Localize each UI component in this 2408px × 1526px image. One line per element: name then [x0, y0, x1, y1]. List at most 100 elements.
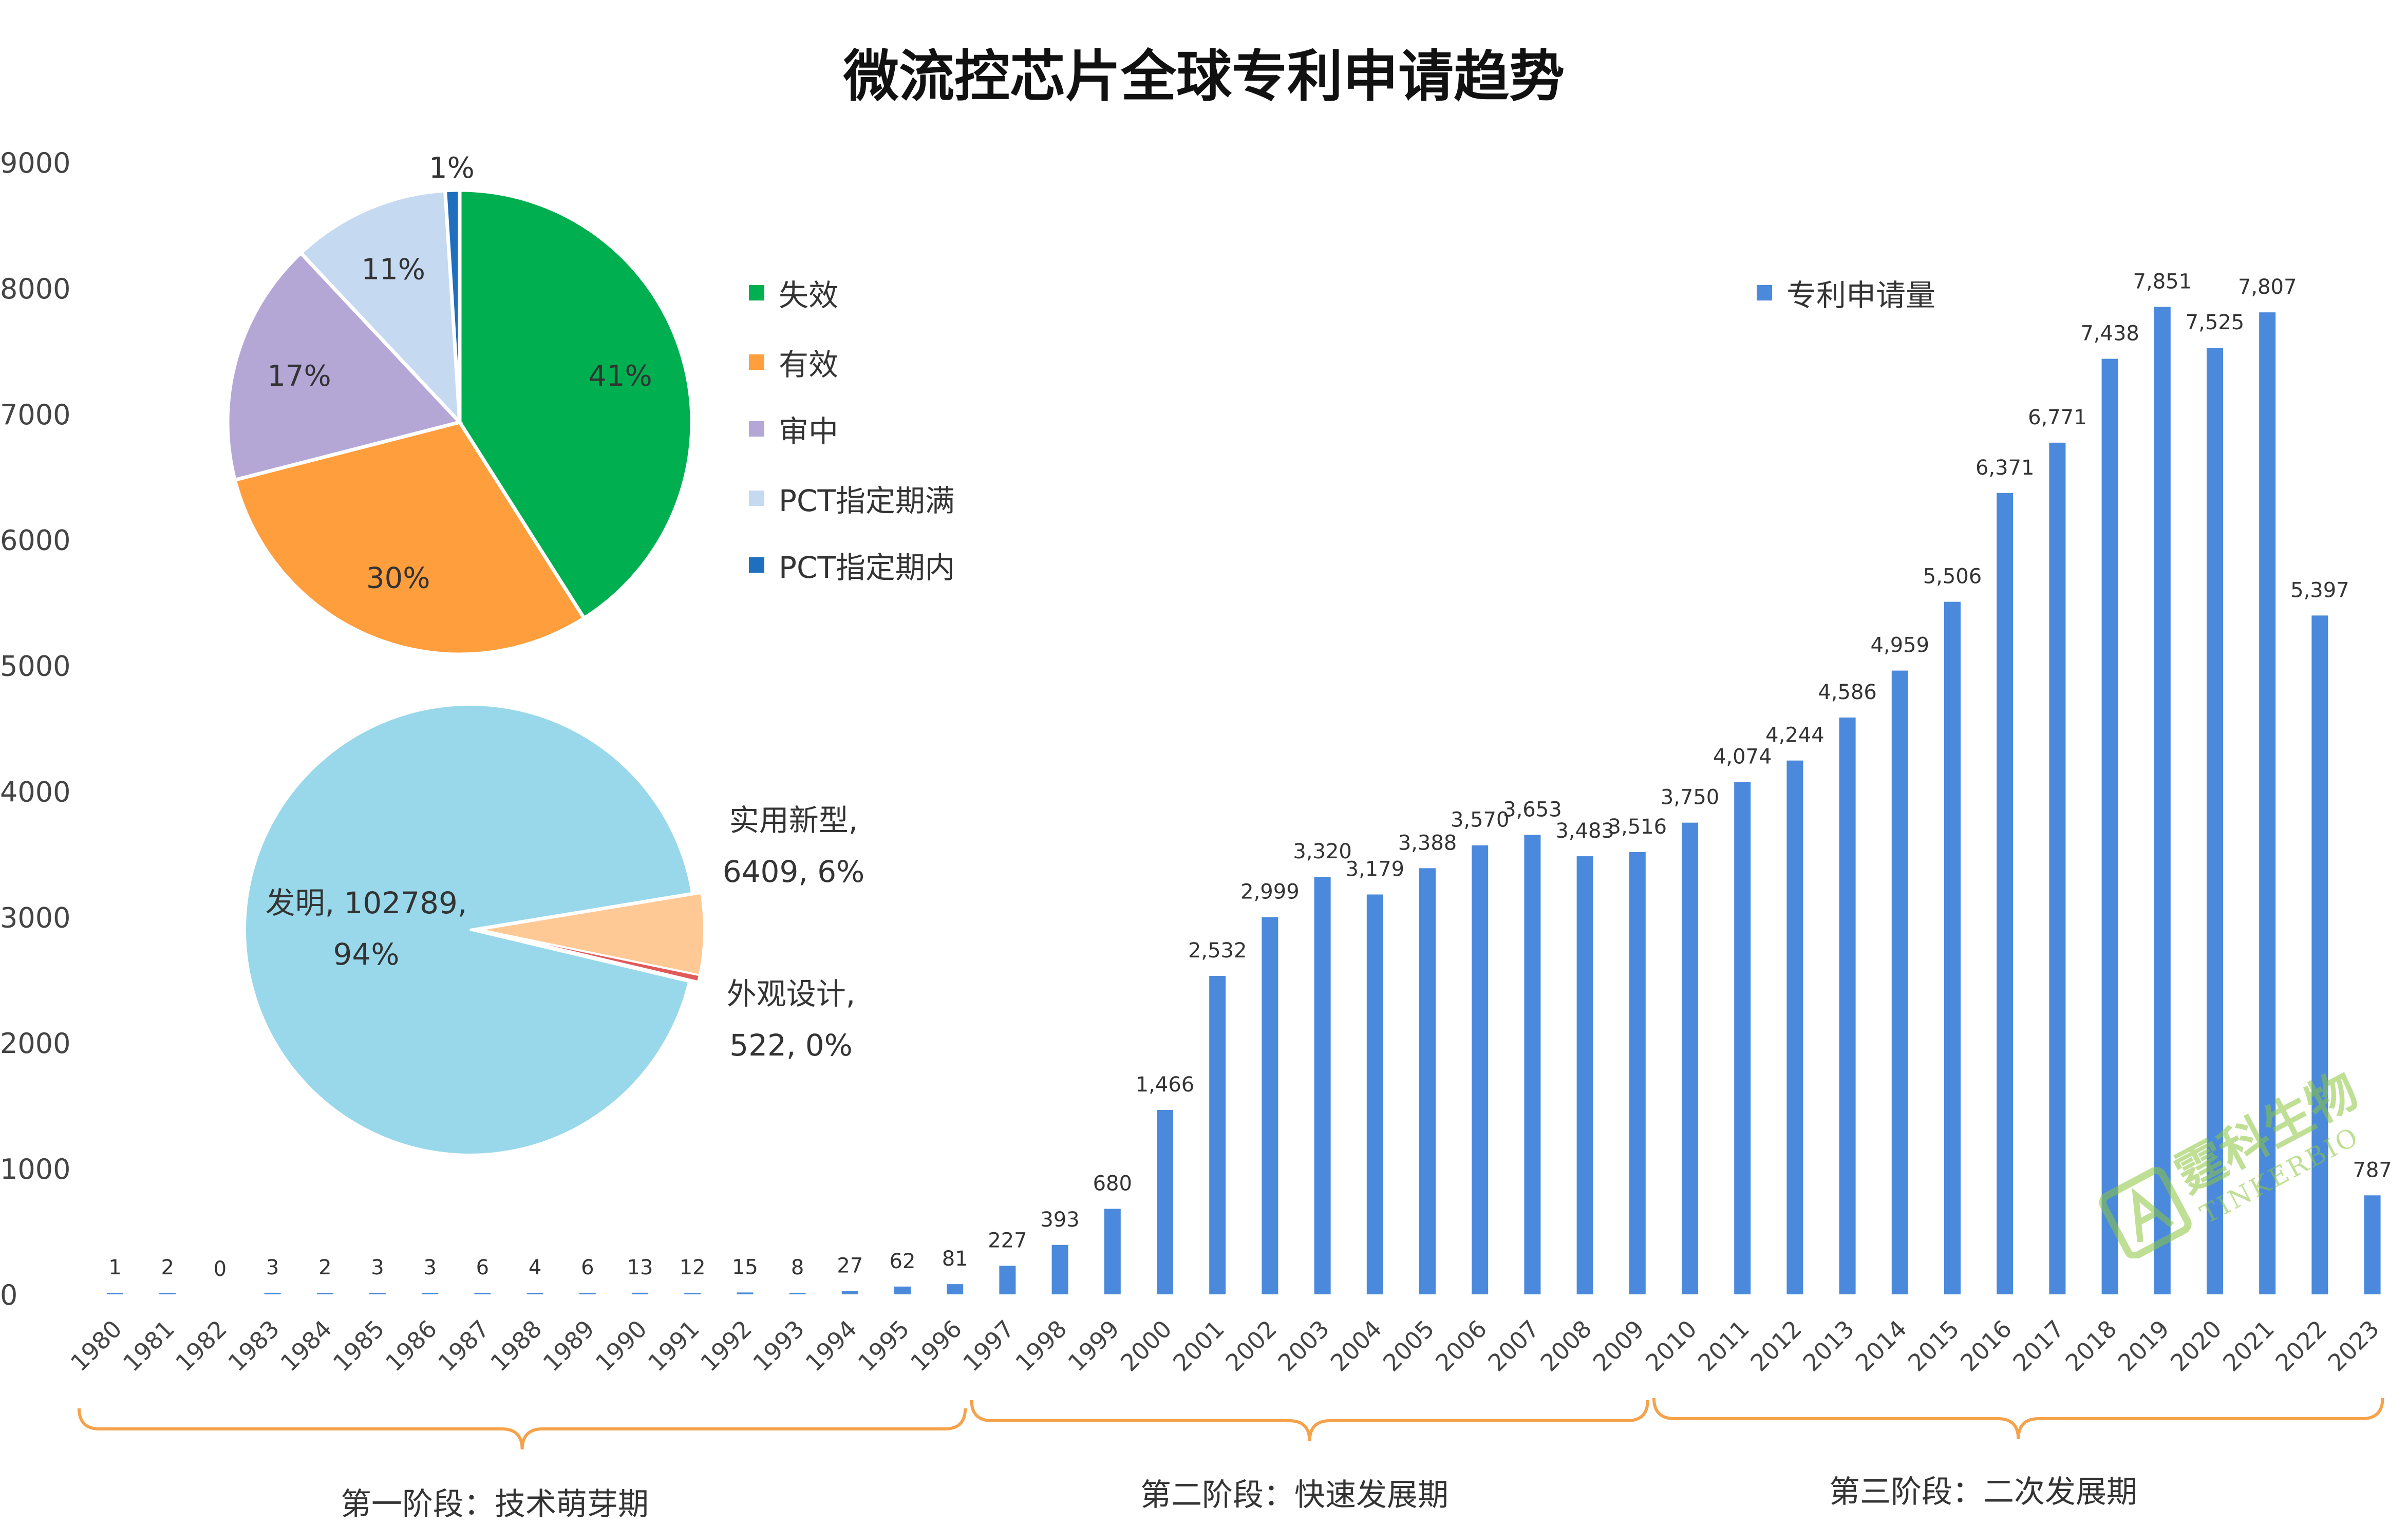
y-tick-label: 0: [0, 1279, 17, 1311]
data-label-1991: 12: [680, 1256, 706, 1279]
type-pie-slice-3: [479, 929, 701, 983]
tinkerbio-watermark: 霆科生物 TINKERBIO: [2099, 1061, 2358, 1258]
pie-legend-swatch: [749, 354, 764, 370]
x-tick-label: 2019: [2113, 1315, 2175, 1377]
data-label-2005: 3,388: [1398, 831, 1457, 855]
pie-slice-4: [298, 189, 462, 427]
bar-2002: [1262, 917, 1278, 1294]
pie-slice-label: 11%: [362, 253, 425, 286]
stage-braces: [78, 1398, 2384, 1450]
bar-2013: [1839, 717, 1856, 1294]
bar-2000: [1157, 1109, 1173, 1294]
data-label-2009: 3,516: [1608, 815, 1667, 839]
type-pie-slice-1: [244, 704, 693, 1156]
pie-legend-label: 有效: [779, 347, 839, 382]
type-pie-label: 94%: [333, 937, 400, 972]
data-label-2020: 7,525: [2186, 311, 2245, 334]
type-pie-label: 6409, 6%: [723, 854, 865, 889]
data-label-1984: 2: [318, 1256, 331, 1279]
type-pie-label: 522, 0%: [729, 1028, 853, 1063]
pie-legend-item-5: PCT指定期内: [749, 543, 955, 587]
x-tick-label: 2010: [1640, 1315, 1702, 1377]
bar-2012: [1786, 760, 1803, 1294]
pie-slice-2: [232, 420, 587, 656]
bar-2017: [2049, 442, 2066, 1294]
data-label-1994: 27: [837, 1254, 863, 1277]
bar-2014: [1891, 670, 1908, 1294]
data-label-2006: 3,570: [1451, 808, 1510, 832]
x-tick-label: 2015: [1903, 1315, 1965, 1377]
y-tick-label: 5000: [0, 650, 70, 683]
bar-1990: [632, 1292, 648, 1294]
x-tick-label: 1989: [538, 1315, 600, 1377]
bar-2003: [1314, 876, 1331, 1294]
bar-1992: [737, 1292, 754, 1294]
x-tick-label: 1996: [905, 1315, 967, 1377]
y-tick-label: 4000: [0, 776, 70, 808]
x-tick-label: 2012: [1745, 1315, 1807, 1377]
bar-2010: [1682, 822, 1698, 1294]
x-tick-label: 1988: [485, 1315, 547, 1377]
pie-slice-label: 17%: [267, 360, 331, 393]
bar-1981: [159, 1293, 176, 1294]
bar-legend: 专利申请量: [1757, 271, 1935, 314]
bar-2011: [1734, 782, 1751, 1294]
x-tick-label: 2009: [1588, 1315, 1650, 1377]
pie-legend-item-3: 审中: [749, 407, 838, 450]
bar-1989: [579, 1293, 596, 1294]
data-label-1988: 4: [529, 1256, 541, 1279]
x-tick-label: 2022: [2270, 1315, 2332, 1377]
type-pie: 发明, 102789, 94% 实用新型, 6409, 6% 外观设计, 522, 0%: [244, 704, 865, 1156]
bar-legend-swatch: [1757, 285, 1772, 300]
bar-2016: [1997, 493, 2014, 1294]
pie-slice-5: [443, 188, 462, 423]
x-tick-label: 1993: [747, 1315, 810, 1377]
data-label-1995: 62: [890, 1250, 916, 1273]
data-label-1997: 227: [988, 1229, 1027, 1252]
x-tick-label: 2011: [1692, 1315, 1755, 1377]
pie-legend-swatch: [749, 285, 764, 300]
pie-slice-label: 1%: [429, 152, 475, 185]
x-tick-label: 2005: [1378, 1315, 1440, 1377]
data-label-1982: 0: [214, 1257, 227, 1281]
x-tick-label: 1992: [695, 1315, 757, 1377]
bar-2021: [2259, 312, 2276, 1294]
data-label-2001: 2,532: [1188, 939, 1247, 963]
pie-legend-swatch: [749, 421, 764, 437]
type-pie-slice-2: [479, 892, 705, 976]
data-label-2015: 5,506: [1923, 565, 1982, 589]
type-pie-label: 实用新型,: [729, 803, 858, 838]
data-label-2011: 4,074: [1713, 745, 1772, 768]
bar-1980: [107, 1293, 123, 1294]
bar-1983: [264, 1293, 281, 1294]
data-label-1985: 3: [371, 1256, 384, 1279]
data-label-2002: 2,999: [1240, 880, 1300, 904]
pie-legend-swatch: [749, 491, 764, 506]
pie-slice-label: 41%: [588, 360, 652, 393]
x-tick-label: 1981: [118, 1315, 180, 1377]
data-label-2017: 6,771: [2028, 406, 2087, 429]
data-label-2023: 787: [2353, 1158, 2392, 1182]
data-label-2014: 4,959: [1871, 634, 1930, 657]
bar-2007: [1524, 835, 1541, 1294]
y-tick-label: 7000: [0, 399, 70, 431]
bar-layer: 1 2 0 3 2 3 3 6 4 6 13 12 15 8 27 62 812273936801,4662,5…: [107, 270, 2392, 1295]
y-tick-label: 2000: [0, 1027, 70, 1060]
x-tick-label: 2003: [1272, 1315, 1334, 1377]
x-tick-label: 1984: [275, 1315, 337, 1377]
y-tick-label: 3000: [0, 901, 70, 934]
data-label-2016: 6,371: [1976, 456, 2035, 480]
type-pie-label: 发明, 102789,: [266, 886, 467, 920]
data-label-2012: 4,244: [1765, 724, 1824, 747]
pie-slice-label: 30%: [366, 562, 430, 595]
stage-brace-1: [78, 1408, 967, 1450]
bar-1986: [422, 1293, 439, 1294]
x-tick-label: 2006: [1430, 1315, 1492, 1377]
x-tick-label: 1982: [170, 1315, 232, 1377]
data-label-2004: 3,179: [1346, 857, 1405, 881]
data-label-1993: 8: [791, 1256, 804, 1279]
data-label-1987: 6: [476, 1256, 489, 1279]
data-label-1998: 393: [1040, 1208, 1079, 1232]
data-label-1980: 1: [108, 1256, 121, 1279]
